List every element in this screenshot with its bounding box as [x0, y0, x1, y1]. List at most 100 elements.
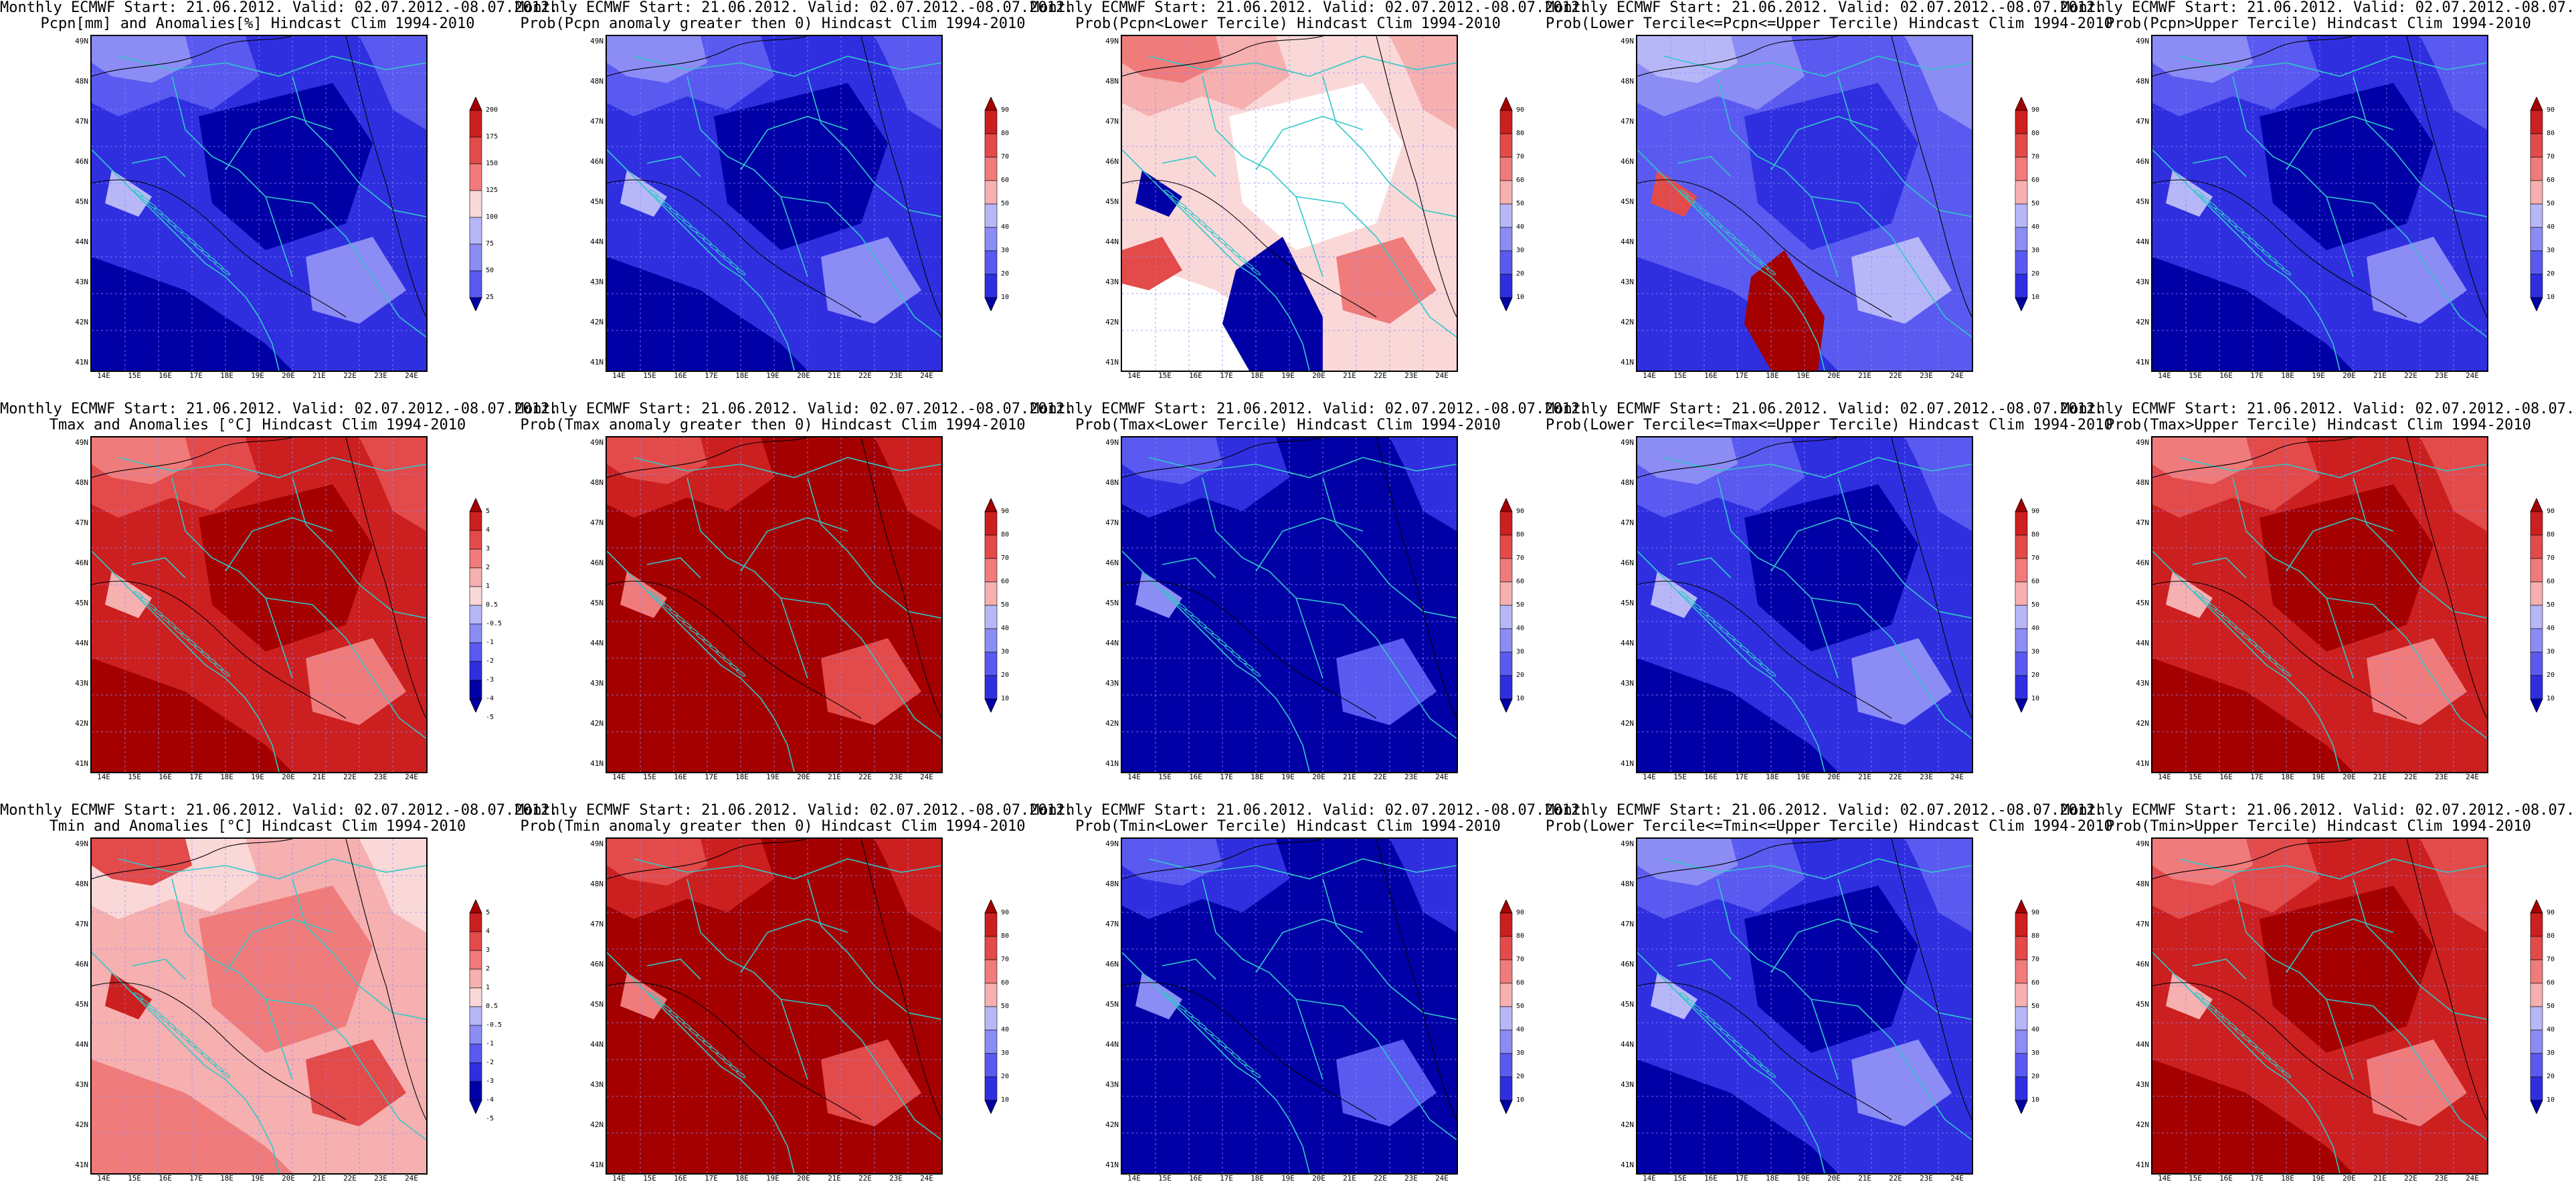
colorbar-tick-label: 20	[1516, 672, 1525, 679]
panel-title-line1: Monthly ECMWF Start: 21.06.2012. Valid: …	[2061, 401, 2576, 417]
longitude-tick-label: 20E	[282, 371, 295, 380]
longitude-axis: 14E 15E 16E 17E 18E 19E 20E 21E 22E 23E 24E	[1121, 773, 1455, 783]
coastline-border	[1637, 550, 1825, 772]
longitude-tick-label: 22E	[1374, 371, 1387, 380]
coastline-border	[1295, 597, 1457, 739]
longitude-tick-label: 23E	[2435, 371, 2448, 380]
field-region	[714, 484, 888, 651]
latitude-tick-label: 48N	[2136, 880, 2149, 888]
coastline-border	[131, 156, 186, 177]
coastline-border	[118, 457, 426, 478]
colorbar-segment	[984, 651, 998, 676]
longitude-tick-label: 16E	[1189, 371, 1202, 380]
coastline-border	[2179, 56, 2487, 77]
colorbar-min-arrow	[2015, 297, 2028, 311]
colorbar-segment	[984, 675, 998, 700]
colorbar-segment	[1499, 628, 1513, 653]
colorbar-tick-label: 50	[486, 267, 494, 274]
coastline-border	[780, 196, 941, 338]
field-region	[92, 36, 192, 83]
map-svg	[1637, 839, 1972, 1173]
colorbar-tick-label: 80	[2031, 130, 2040, 137]
field-region	[2166, 571, 2213, 618]
map-svg	[2152, 839, 2487, 1173]
latitude-tick-label: 49N	[1621, 438, 1634, 447]
colorbar-segment	[469, 987, 482, 1007]
colorbar-min-arrow	[1499, 297, 1513, 311]
latitude-tick-label: 44N	[1105, 1040, 1119, 1049]
coastline-border	[1255, 116, 1364, 171]
colorbar-tick-label: -3	[486, 1078, 494, 1085]
colorbar-segment	[1499, 227, 1513, 252]
latitude-tick-label: 42N	[1105, 1120, 1119, 1129]
field-region	[1637, 437, 1738, 484]
longitude-tick-label: 21E	[312, 1174, 326, 1183]
map-svg	[1637, 36, 1972, 371]
colorbar-segment	[984, 1053, 998, 1078]
colorbar-segment	[2530, 1006, 2543, 1031]
field-region	[1122, 36, 1222, 83]
colorbar-tick-label: 30	[1001, 247, 1010, 254]
colorbar-svg	[469, 498, 482, 712]
latitude-tick-label: 41N	[1105, 358, 1119, 367]
coastline-border	[1770, 116, 1879, 171]
coastline-border	[2192, 959, 2247, 980]
colorbar-segment	[2015, 180, 2028, 205]
forecast-panel: Monthly ECMWF Start: 21.06.2012. Valid: …	[515, 803, 1073, 1204]
longitude-tick-label: 22E	[858, 1174, 872, 1183]
latitude-tick-label: 42N	[1621, 318, 1634, 326]
field-region	[1122, 237, 1182, 290]
colorbar-segment	[2530, 651, 2543, 676]
field-region	[1744, 886, 1918, 1053]
colorbar-segment	[2015, 203, 2028, 228]
coastline-border	[1663, 457, 1972, 478]
forecast-panel: Monthly ECMWF Start: 21.06.2012. Valid: …	[2061, 803, 2576, 1204]
latitude-tick-label: 45N	[590, 1000, 604, 1009]
longitude-tick-label: 21E	[1343, 773, 1356, 781]
colorbar-tick-label: 80	[1001, 932, 1010, 940]
latitude-tick-label: 41N	[2136, 358, 2149, 367]
forecast-panel: Monthly ECMWF Start: 21.06.2012. Valid: …	[2061, 401, 2576, 803]
colorbar-segment	[2015, 157, 2028, 181]
colorbar-legend: 200 175 150 125 100 75 50 25	[468, 97, 509, 311]
colorbar-tick-label: 80	[1001, 130, 1010, 137]
coastline-border	[1837, 878, 1972, 1020]
colorbar-legend: 90 80 70 60 50 40 30 20 10	[1499, 900, 1539, 1114]
panel-title-line1: Monthly ECMWF Start: 21.06.2012. Valid: …	[1030, 0, 1589, 16]
colorbar-tick-label: 70	[2031, 153, 2040, 161]
longitude-tick-label: 16E	[1704, 773, 1718, 781]
colorbar-max-arrow	[2530, 97, 2543, 111]
longitude-tick-label: 16E	[2219, 773, 2233, 781]
field-region	[2367, 237, 2467, 324]
colorbar-tick-label: 90	[2031, 909, 2040, 916]
panel-title-line2: Prob(Tmax anomaly greater then 0) Hindca…	[520, 417, 1026, 433]
colorbar-min-arrow	[469, 698, 482, 712]
field-region	[1122, 839, 1222, 886]
longitude-tick-label: 15E	[128, 1174, 141, 1183]
coastline-border	[1122, 550, 1310, 772]
panel-title-line2: Tmax and Anomalies [°C] Hindcast Clim 19…	[49, 417, 466, 433]
longitude-tick-label: 23E	[1920, 371, 1933, 380]
coastline-border	[807, 477, 941, 619]
coastline-border	[807, 76, 941, 217]
colorbar-svg	[2015, 900, 2028, 1114]
longitude-axis: 14E 15E 16E 17E 18E 19E 20E 21E 22E 23E 24E	[90, 1175, 425, 1184]
map-plot	[1121, 436, 1458, 773]
latitude-tick-label: 45N	[75, 1000, 88, 1009]
coastline-border	[1770, 918, 1879, 973]
forecast-panel: Monthly ECMWF Start: 21.06.2012. Valid: …	[1546, 401, 2113, 803]
colorbar-tick-label: 10	[1516, 695, 1525, 702]
field-region	[620, 973, 667, 1019]
colorbar-tick-label: 150	[486, 160, 498, 167]
colorbar-segment	[984, 157, 998, 181]
longitude-tick-label: 24E	[1950, 1174, 1964, 1183]
colorbar-tick-label: 90	[1516, 909, 1525, 916]
coastline-border	[1322, 477, 1457, 619]
latitude-tick-label: 49N	[2136, 839, 2149, 848]
colorbar-svg	[1499, 97, 1513, 311]
colorbar-tick-label: 90	[1516, 106, 1525, 114]
colorbar-tick-label: 20	[1516, 1073, 1525, 1080]
latitude-axis: 49N 48N 47N 46N 45N 44N 43N 42N 41N	[1613, 436, 1634, 771]
island-outline	[2281, 268, 2292, 276]
longitude-tick-label: 16E	[159, 371, 172, 380]
